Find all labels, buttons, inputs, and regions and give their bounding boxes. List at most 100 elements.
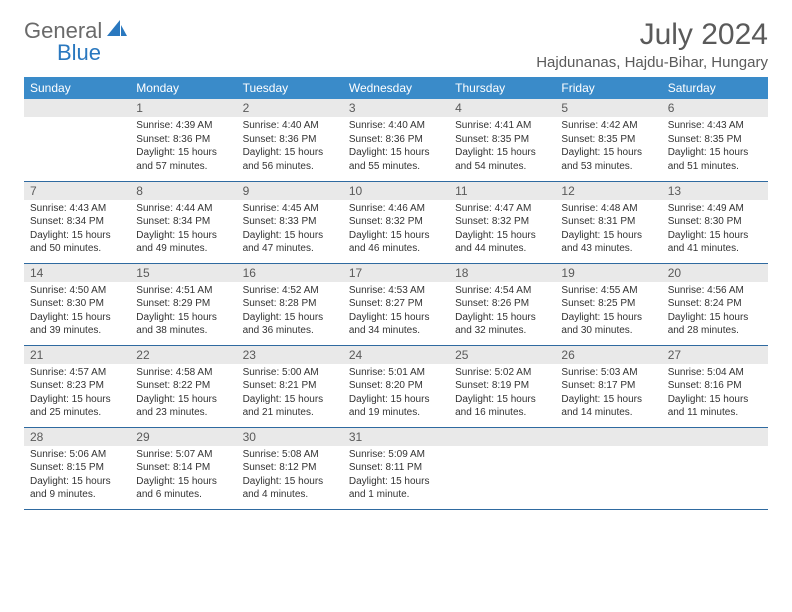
sunrise-text: Sunrise: 4:58 AM <box>136 366 230 380</box>
sunset-text: Sunset: 8:14 PM <box>136 461 230 475</box>
calendar-cell: 26Sunrise: 5:03 AMSunset: 8:17 PMDayligh… <box>555 345 661 427</box>
weekday-header: Saturday <box>662 77 768 99</box>
sunrise-text: Sunrise: 4:56 AM <box>668 284 762 298</box>
daylight-text: Daylight: 15 hours and 25 minutes. <box>30 393 124 420</box>
day-number: 21 <box>24 346 130 364</box>
sunrise-text: Sunrise: 4:43 AM <box>668 119 762 133</box>
sunset-text: Sunset: 8:31 PM <box>561 215 655 229</box>
day-number: 16 <box>237 264 343 282</box>
daylight-text: Daylight: 15 hours and 11 minutes. <box>668 393 762 420</box>
calendar-cell: 3Sunrise: 4:40 AMSunset: 8:36 PMDaylight… <box>343 99 449 181</box>
daylight-text: Daylight: 15 hours and 9 minutes. <box>30 475 124 502</box>
sunset-text: Sunset: 8:17 PM <box>561 379 655 393</box>
sunset-text: Sunset: 8:34 PM <box>136 215 230 229</box>
weekday-header: Wednesday <box>343 77 449 99</box>
sunrise-text: Sunrise: 4:54 AM <box>455 284 549 298</box>
day-body: Sunrise: 4:45 AMSunset: 8:33 PMDaylight:… <box>237 200 343 260</box>
sunrise-text: Sunrise: 4:46 AM <box>349 202 443 216</box>
daylight-text: Daylight: 15 hours and 51 minutes. <box>668 146 762 173</box>
day-number <box>24 99 130 117</box>
day-body: Sunrise: 4:58 AMSunset: 8:22 PMDaylight:… <box>130 364 236 424</box>
day-number: 6 <box>662 99 768 117</box>
calendar-cell: 4Sunrise: 4:41 AMSunset: 8:35 PMDaylight… <box>449 99 555 181</box>
sunset-text: Sunset: 8:35 PM <box>455 133 549 147</box>
sunset-text: Sunset: 8:27 PM <box>349 297 443 311</box>
day-number: 11 <box>449 182 555 200</box>
day-body: Sunrise: 4:53 AMSunset: 8:27 PMDaylight:… <box>343 282 449 342</box>
calendar-cell: 27Sunrise: 5:04 AMSunset: 8:16 PMDayligh… <box>662 345 768 427</box>
day-number: 22 <box>130 346 236 364</box>
sunrise-text: Sunrise: 4:50 AM <box>30 284 124 298</box>
location-text: Hajdunanas, Hajdu-Bihar, Hungary <box>536 54 768 71</box>
daylight-text: Daylight: 15 hours and 44 minutes. <box>455 229 549 256</box>
sunrise-text: Sunrise: 4:53 AM <box>349 284 443 298</box>
sunset-text: Sunset: 8:22 PM <box>136 379 230 393</box>
daylight-text: Daylight: 15 hours and 6 minutes. <box>136 475 230 502</box>
sunrise-text: Sunrise: 5:04 AM <box>668 366 762 380</box>
calendar-row: 7Sunrise: 4:43 AMSunset: 8:34 PMDaylight… <box>24 181 768 263</box>
day-number: 24 <box>343 346 449 364</box>
day-number: 26 <box>555 346 661 364</box>
day-body: Sunrise: 4:41 AMSunset: 8:35 PMDaylight:… <box>449 117 555 177</box>
weekday-header: Tuesday <box>237 77 343 99</box>
sunrise-text: Sunrise: 4:49 AM <box>668 202 762 216</box>
calendar-cell: 13Sunrise: 4:49 AMSunset: 8:30 PMDayligh… <box>662 181 768 263</box>
day-number: 8 <box>130 182 236 200</box>
day-number: 14 <box>24 264 130 282</box>
day-number: 10 <box>343 182 449 200</box>
logo-sail-icon <box>107 19 127 42</box>
sunrise-text: Sunrise: 5:03 AM <box>561 366 655 380</box>
sunset-text: Sunset: 8:35 PM <box>668 133 762 147</box>
calendar-cell: 1Sunrise: 4:39 AMSunset: 8:36 PMDaylight… <box>130 99 236 181</box>
sunrise-text: Sunrise: 5:06 AM <box>30 448 124 462</box>
day-body: Sunrise: 4:48 AMSunset: 8:31 PMDaylight:… <box>555 200 661 260</box>
weekday-header: Thursday <box>449 77 555 99</box>
day-number: 7 <box>24 182 130 200</box>
day-body: Sunrise: 5:07 AMSunset: 8:14 PMDaylight:… <box>130 446 236 506</box>
day-number: 12 <box>555 182 661 200</box>
day-body: Sunrise: 5:08 AMSunset: 8:12 PMDaylight:… <box>237 446 343 506</box>
sunrise-text: Sunrise: 4:39 AM <box>136 119 230 133</box>
daylight-text: Daylight: 15 hours and 34 minutes. <box>349 311 443 338</box>
calendar-cell: 17Sunrise: 4:53 AMSunset: 8:27 PMDayligh… <box>343 263 449 345</box>
sunset-text: Sunset: 8:16 PM <box>668 379 762 393</box>
calendar-cell: 12Sunrise: 4:48 AMSunset: 8:31 PMDayligh… <box>555 181 661 263</box>
daylight-text: Daylight: 15 hours and 14 minutes. <box>561 393 655 420</box>
day-number: 3 <box>343 99 449 117</box>
sunset-text: Sunset: 8:23 PM <box>30 379 124 393</box>
day-number: 18 <box>449 264 555 282</box>
sunset-text: Sunset: 8:19 PM <box>455 379 549 393</box>
sunset-text: Sunset: 8:24 PM <box>668 297 762 311</box>
daylight-text: Daylight: 15 hours and 50 minutes. <box>30 229 124 256</box>
day-body: Sunrise: 4:47 AMSunset: 8:32 PMDaylight:… <box>449 200 555 260</box>
sunset-text: Sunset: 8:30 PM <box>30 297 124 311</box>
day-body: Sunrise: 4:56 AMSunset: 8:24 PMDaylight:… <box>662 282 768 342</box>
sunrise-text: Sunrise: 4:41 AM <box>455 119 549 133</box>
day-body: Sunrise: 4:55 AMSunset: 8:25 PMDaylight:… <box>555 282 661 342</box>
calendar-cell: 14Sunrise: 4:50 AMSunset: 8:30 PMDayligh… <box>24 263 130 345</box>
daylight-text: Daylight: 15 hours and 30 minutes. <box>561 311 655 338</box>
calendar-cell: 30Sunrise: 5:08 AMSunset: 8:12 PMDayligh… <box>237 427 343 509</box>
sunset-text: Sunset: 8:34 PM <box>30 215 124 229</box>
day-number: 28 <box>24 428 130 446</box>
daylight-text: Daylight: 15 hours and 28 minutes. <box>668 311 762 338</box>
day-body: Sunrise: 5:03 AMSunset: 8:17 PMDaylight:… <box>555 364 661 424</box>
day-number: 13 <box>662 182 768 200</box>
day-body: Sunrise: 4:49 AMSunset: 8:30 PMDaylight:… <box>662 200 768 260</box>
logo-text-blue: Blue <box>57 40 101 66</box>
calendar-cell: 18Sunrise: 4:54 AMSunset: 8:26 PMDayligh… <box>449 263 555 345</box>
weekday-header: Sunday <box>24 77 130 99</box>
calendar-cell: 2Sunrise: 4:40 AMSunset: 8:36 PMDaylight… <box>237 99 343 181</box>
sunrise-text: Sunrise: 5:08 AM <box>243 448 337 462</box>
daylight-text: Daylight: 15 hours and 55 minutes. <box>349 146 443 173</box>
day-body: Sunrise: 5:04 AMSunset: 8:16 PMDaylight:… <box>662 364 768 424</box>
calendar-cell: 24Sunrise: 5:01 AMSunset: 8:20 PMDayligh… <box>343 345 449 427</box>
day-number: 29 <box>130 428 236 446</box>
sunset-text: Sunset: 8:25 PM <box>561 297 655 311</box>
calendar-cell: 10Sunrise: 4:46 AMSunset: 8:32 PMDayligh… <box>343 181 449 263</box>
sunset-text: Sunset: 8:29 PM <box>136 297 230 311</box>
sunset-text: Sunset: 8:21 PM <box>243 379 337 393</box>
sunrise-text: Sunrise: 4:52 AM <box>243 284 337 298</box>
daylight-text: Daylight: 15 hours and 57 minutes. <box>136 146 230 173</box>
daylight-text: Daylight: 15 hours and 19 minutes. <box>349 393 443 420</box>
